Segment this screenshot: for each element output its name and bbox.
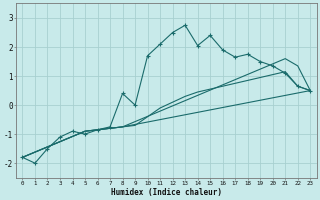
X-axis label: Humidex (Indice chaleur): Humidex (Indice chaleur)	[111, 188, 222, 197]
